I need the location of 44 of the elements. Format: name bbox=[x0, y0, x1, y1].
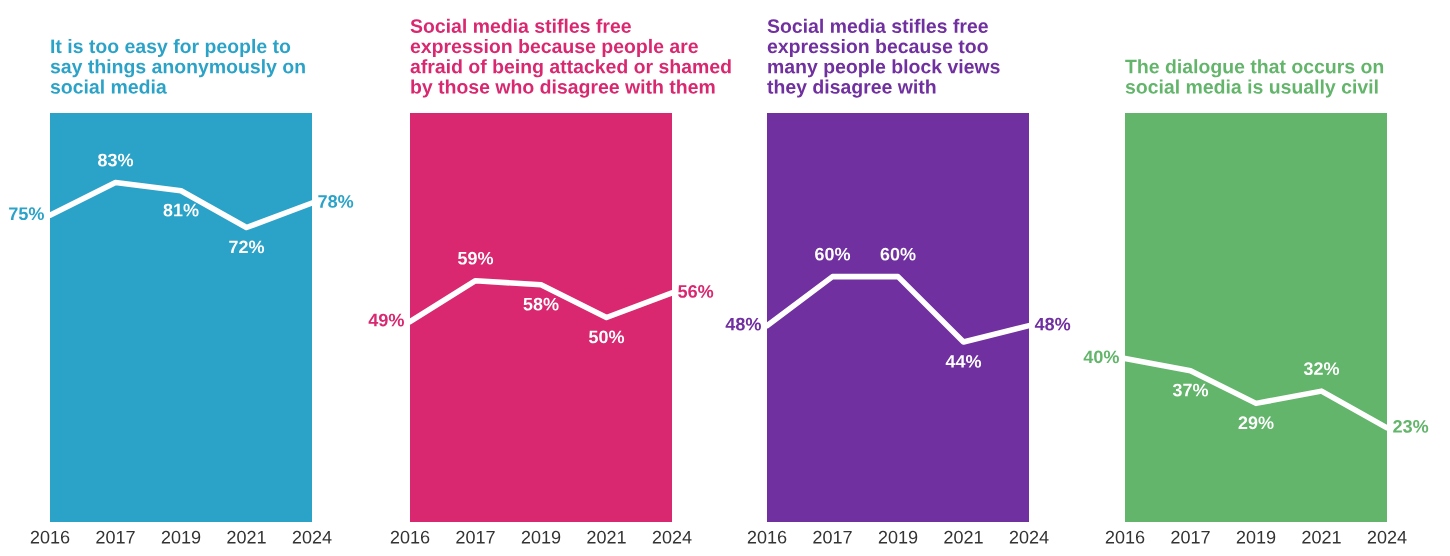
data-label: 58% bbox=[523, 297, 559, 311]
data-label: 37% bbox=[1172, 383, 1209, 397]
x-tick-label: 2017 bbox=[456, 530, 495, 544]
data-label: 23% bbox=[1393, 419, 1429, 433]
data-label: 59% bbox=[457, 251, 494, 265]
data-label: 60% bbox=[880, 247, 916, 261]
data-label: 48% bbox=[725, 317, 761, 331]
x-tick-label: 2017 bbox=[1171, 530, 1210, 544]
x-tick-label: 2019 bbox=[878, 530, 918, 544]
data-label: 44% bbox=[945, 355, 982, 368]
x-tick-label: 2021 bbox=[1302, 530, 1341, 544]
x-tick-label: 2021 bbox=[944, 530, 983, 544]
x-tick-label: 2016 bbox=[30, 530, 70, 544]
data-label: 56% bbox=[678, 285, 714, 298]
x-tick-label: 2016 bbox=[390, 530, 430, 544]
data-label: 72% bbox=[229, 240, 265, 254]
x-tick-label: 2017 bbox=[813, 530, 852, 544]
data-label: 48% bbox=[1034, 317, 1071, 331]
x-tick-label: 2024 bbox=[1367, 530, 1407, 544]
x-tick-label: 2016 bbox=[747, 530, 787, 544]
x-tick-label: 2017 bbox=[96, 530, 135, 544]
data-label: 78% bbox=[318, 195, 354, 208]
data-label: 50% bbox=[588, 330, 625, 344]
data-label: 83% bbox=[98, 153, 134, 167]
data-label: 81% bbox=[163, 203, 199, 217]
x-tick-label: 2019 bbox=[161, 530, 201, 544]
x-tick-label: 2019 bbox=[521, 530, 561, 544]
data-label: 49% bbox=[368, 313, 404, 327]
data-label: 40% bbox=[1083, 350, 1119, 364]
x-tick-label: 2021 bbox=[227, 530, 266, 544]
data-label: 75% bbox=[9, 207, 44, 221]
x-tick-label: 2024 bbox=[292, 530, 332, 544]
x-tick-label: 2016 bbox=[1105, 530, 1145, 544]
chart-title: It is too easy for people to say things anonymously on social media bbox=[50, 38, 305, 94]
chart-title: Social media stifles free expression because too many people block views they disagree with bbox=[767, 18, 1000, 98]
x-tick-label: 2021 bbox=[587, 530, 626, 544]
chart-title: Social media stifles free expression because people are afraid of being attacked or shamed by those who disagree with them bbox=[410, 18, 731, 98]
x-tick-label: 2019 bbox=[1236, 530, 1276, 544]
chart-title: The dialogue that occurs on social media is usually civil bbox=[1125, 59, 1384, 98]
data-label: 60% bbox=[815, 247, 851, 261]
x-tick-label: 2024 bbox=[1009, 530, 1049, 544]
x-tick-label: 2024 bbox=[652, 530, 692, 544]
data-label: 32% bbox=[1303, 362, 1340, 376]
data-label: 29% bbox=[1238, 416, 1274, 430]
